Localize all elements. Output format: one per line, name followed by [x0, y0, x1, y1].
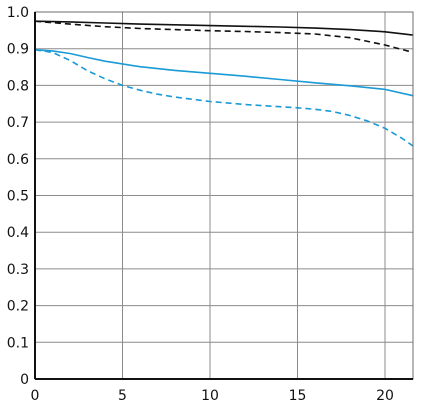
- y-tick-label-10: 1.0: [7, 5, 29, 21]
- y-tick-label-7: 0.7: [7, 115, 29, 131]
- y-tick-label-8: 0.8: [7, 78, 29, 94]
- x-tick-label-2: 10: [201, 388, 219, 404]
- x-tick-label-3: 15: [289, 388, 307, 404]
- tick-labels: 0 0.1 0.2 0.3 0.4 0.5 0.6 0.7 0.8 0.9 1.0 0 5 10 15 20: [7, 5, 394, 404]
- series-line-1: [34, 20, 414, 54]
- y-tick-label-0: 0: [20, 372, 29, 388]
- y-tick-label-3: 0.3: [7, 262, 29, 278]
- y-tick-label-1: 0.1: [7, 335, 29, 351]
- series-line-2: [34, 49, 414, 97]
- y-tick-label-6: 0.6: [7, 152, 29, 168]
- grid: [34, 11, 413, 380]
- series-layer: [34, 20, 414, 147]
- series-line-3: [34, 49, 414, 147]
- y-tick-label-2: 0.2: [7, 299, 29, 315]
- x-tick-label-1: 5: [118, 388, 127, 404]
- plot-frame: [34, 11, 414, 380]
- y-tick-label-5: 0.5: [7, 189, 29, 205]
- x-tick-label-4: 20: [376, 388, 394, 404]
- y-tick-label-4: 0.4: [7, 225, 29, 241]
- y-tick-label-9: 0.9: [7, 42, 29, 58]
- series-line-0: [34, 20, 414, 36]
- x-tick-label-0: 0: [31, 388, 40, 404]
